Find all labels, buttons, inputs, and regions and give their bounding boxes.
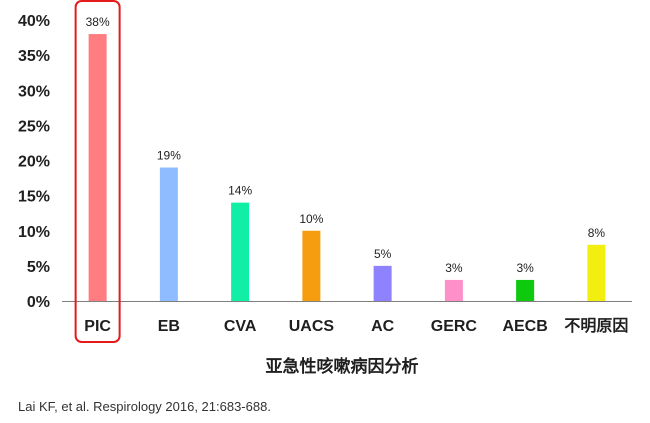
- data-label: 3%: [516, 261, 534, 275]
- data-label: 14%: [228, 184, 252, 198]
- bars: [88, 34, 606, 302]
- data-labels: 38% 19% 14% 10% 5% 3% 3% 8%: [86, 15, 606, 275]
- y-tick-label: 5%: [27, 259, 50, 276]
- y-tick-label: 20%: [18, 154, 50, 171]
- y-axis: 0% 5% 10% 15% 20% 25% 30% 35% 40%: [18, 13, 50, 311]
- x-tick-label: GERC: [431, 318, 478, 335]
- bar: [516, 279, 535, 301]
- y-tick-label: 40%: [18, 13, 50, 30]
- x-axis: PIC EB CVA UACS AC GERC AECB 不明原因: [62, 0, 632, 343]
- x-tick-label: 不明原因: [564, 317, 628, 335]
- bar: [587, 244, 606, 301]
- bar-chart: 0% 5% 10% 15% 20% 25% 30% 35% 40% 38% 19% 14% 10% 5%…: [18, 0, 632, 377]
- y-tick-label: 30%: [18, 83, 50, 100]
- data-label: 3%: [445, 261, 463, 275]
- data-label: 5%: [374, 247, 392, 261]
- data-label: 19%: [157, 149, 181, 163]
- bar: [444, 279, 463, 301]
- data-label: 10%: [299, 212, 323, 226]
- x-axis-title: 亚急性咳嗽病因分析: [266, 356, 419, 377]
- y-tick-label: 10%: [18, 224, 50, 241]
- bar: [88, 34, 107, 302]
- data-label: 38%: [86, 15, 110, 29]
- highlight-box: [74, 0, 121, 343]
- bar: [159, 167, 178, 301]
- x-tick-label: PIC: [84, 318, 111, 335]
- x-tick-label: AC: [371, 318, 395, 335]
- x-tick-label: UACS: [289, 318, 335, 335]
- x-tick-label: CVA: [224, 318, 257, 335]
- y-tick-label: 25%: [18, 118, 50, 135]
- y-tick-label: 35%: [18, 48, 50, 65]
- bar: [231, 202, 250, 301]
- x-tick-label: EB: [158, 318, 180, 335]
- y-tick-label: 0%: [27, 294, 50, 311]
- data-label: 8%: [588, 226, 606, 240]
- bar: [373, 265, 392, 301]
- y-tick-label: 15%: [18, 189, 50, 206]
- citation-text: Lai KF, et al. Respirology 2016, 21:683-…: [18, 399, 271, 414]
- x-tick-label: AECB: [502, 318, 547, 335]
- bar: [302, 230, 321, 301]
